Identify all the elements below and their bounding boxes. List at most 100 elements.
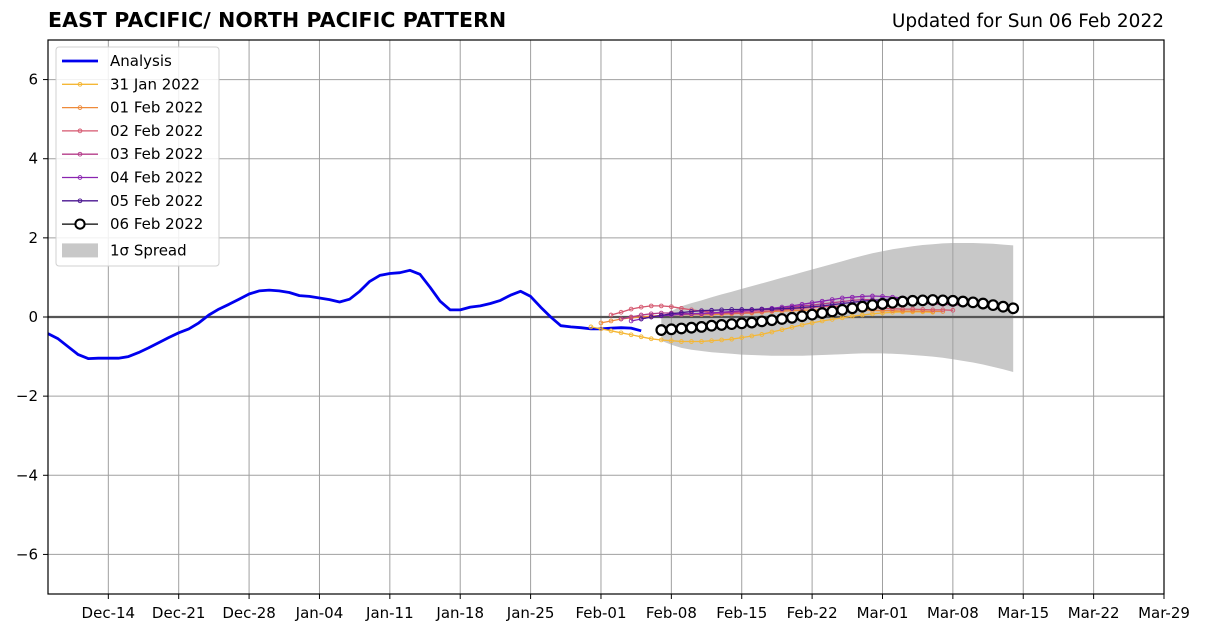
legend-marker — [77, 128, 83, 134]
forecast-point — [729, 307, 735, 312]
x-tick-label: Dec-14 — [82, 604, 136, 622]
latest-forecast-point — [816, 307, 829, 319]
y-tick-label: 6 — [28, 71, 38, 89]
forecast-point — [648, 311, 654, 317]
forecast-point — [638, 334, 644, 340]
legend-marker — [77, 105, 83, 110]
x-tick-label: Dec-28 — [222, 604, 276, 622]
series-layer — [47, 268, 1020, 360]
chart-title: EAST PACIFIC/ NORTH PACIFIC PATTERN — [48, 8, 507, 32]
legend-label: 01 Feb 2022 — [110, 99, 203, 117]
latest-forecast-point — [856, 300, 869, 313]
forecast-point — [689, 339, 694, 344]
forecast-point — [769, 306, 775, 312]
legend-marker — [77, 151, 83, 157]
forecast-point — [940, 307, 946, 313]
forecast-point — [709, 307, 714, 313]
forecast-point — [709, 338, 714, 344]
forecast-point — [628, 306, 634, 312]
x-tick-label: Mar-29 — [1138, 604, 1190, 622]
forecast-point — [628, 318, 634, 324]
x-tick-label: Jan-04 — [295, 604, 344, 622]
forecast-point — [608, 328, 614, 334]
forecast-line — [590, 311, 933, 343]
legend-label: 02 Feb 2022 — [110, 122, 203, 140]
legend-label: 04 Feb 2022 — [110, 169, 203, 187]
x-tick-label: Mar-22 — [1068, 604, 1120, 622]
latest-forecast-point — [906, 294, 919, 307]
latest-forecast-point — [987, 299, 999, 312]
latest-forecast-point — [786, 311, 798, 324]
chart-subtitle: Updated for Sun 06 Feb 2022 — [891, 11, 1164, 32]
forecast-point — [819, 298, 825, 304]
forecast-point — [608, 312, 614, 318]
forecast-point — [759, 332, 765, 337]
latest-forecast-point — [755, 315, 768, 328]
forecast-point — [638, 316, 644, 322]
forecast-point — [779, 306, 785, 312]
latest-forecast-point — [977, 297, 989, 310]
forecast-point — [789, 305, 795, 311]
forecast-point — [839, 295, 845, 301]
forecast-point — [699, 339, 704, 344]
x-tick-label: Feb-15 — [716, 604, 767, 622]
latest-forecast-point — [665, 323, 678, 336]
forecast-point — [638, 304, 644, 310]
latest-forecast-point — [765, 314, 778, 327]
legend-label: 06 Feb 2022 — [110, 215, 203, 233]
forecast-point — [679, 305, 684, 311]
x-tick-label: Jan-11 — [365, 604, 414, 622]
forecast-point — [618, 316, 624, 322]
forecast-point — [860, 312, 865, 318]
latest-forecast-point — [967, 296, 979, 309]
forecast-point — [729, 336, 735, 342]
forecast-point — [598, 326, 604, 332]
legend-label: 03 Feb 2022 — [110, 145, 203, 163]
latest-forecast-point — [936, 294, 949, 307]
forecast-point — [769, 329, 775, 335]
latest-forecast-point — [916, 294, 929, 307]
forecast-point — [799, 322, 805, 328]
forecast-point — [910, 306, 915, 312]
forecast-point — [809, 320, 815, 326]
forecast-point — [950, 307, 956, 313]
y-tick-label: 4 — [28, 150, 38, 168]
latest-forecast-point — [946, 294, 959, 307]
forecast-point — [699, 311, 704, 316]
latest-forecast-point — [826, 305, 839, 318]
legend-marker — [77, 175, 83, 180]
forecast-point — [799, 301, 805, 307]
forecast-point — [618, 309, 624, 315]
forecast-point — [689, 309, 694, 314]
latest-forecast-point — [745, 316, 758, 329]
forecast-point — [648, 314, 654, 320]
legend-box — [55, 46, 220, 267]
forecast-point — [699, 308, 704, 314]
latest-forecast-point — [655, 324, 668, 336]
forecast-point — [658, 313, 664, 318]
analysis-line — [47, 268, 642, 360]
forecast-point — [669, 338, 674, 344]
forecast-point — [739, 307, 745, 312]
latest-forecast-point — [725, 318, 738, 331]
latest-forecast-point — [685, 321, 698, 334]
latest-forecast-point — [836, 303, 849, 316]
forecast-point — [809, 304, 815, 310]
forecast-point — [799, 305, 805, 310]
forecast-point — [819, 318, 825, 324]
forecast-point — [628, 332, 634, 338]
legend: Analysis 31 Jan 2022 01 Feb 2022 02 Feb 202… — [55, 46, 220, 267]
y-tick-label: −2 — [16, 387, 38, 405]
forecast-point — [779, 327, 785, 333]
x-tick-label: Mar-01 — [857, 604, 909, 622]
forecast-point — [679, 339, 684, 344]
forecast-point — [719, 307, 724, 313]
forecast-point — [608, 318, 614, 324]
legend-marker — [74, 218, 86, 230]
forecast-point — [648, 303, 654, 309]
forecast-point — [829, 297, 835, 302]
y-tick-label: 0 — [28, 308, 38, 326]
x-tick-label: Jan-18 — [435, 604, 484, 622]
x-tick-label: Mar-08 — [927, 604, 979, 622]
forecast-point — [849, 294, 855, 300]
